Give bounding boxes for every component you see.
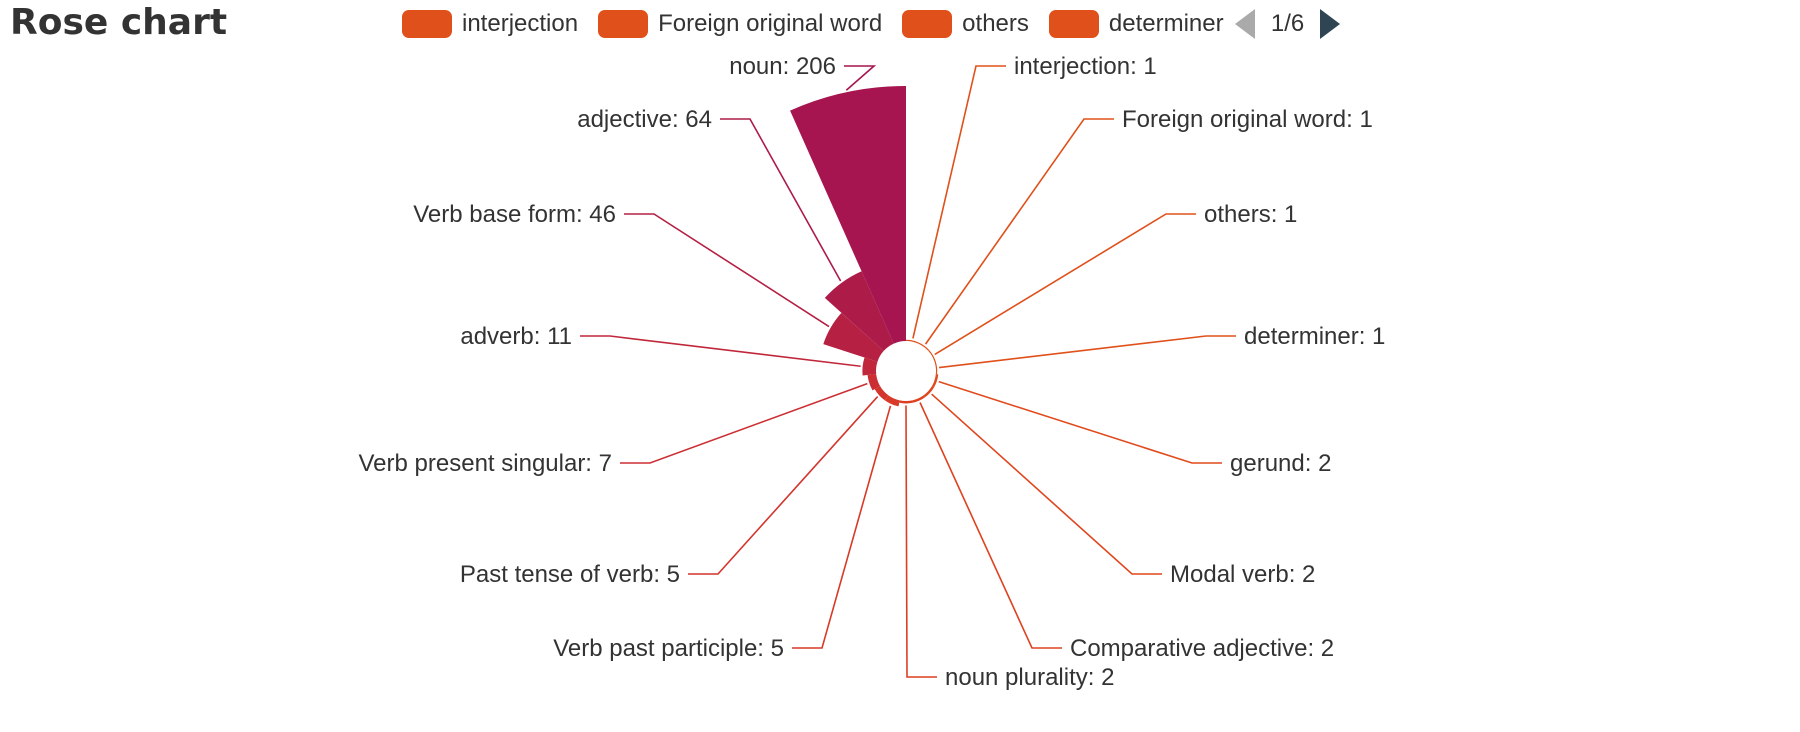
leader-line (912, 65, 1006, 339)
rose-sector[interactable] (899, 400, 913, 404)
leader-line (792, 405, 892, 649)
next-page-icon[interactable] (1320, 9, 1341, 39)
legend-label: others (962, 10, 1029, 37)
data-label: noun plurality: 2 (945, 664, 1114, 691)
rose-sector[interactable] (823, 312, 884, 362)
leader-line (919, 402, 1062, 649)
legend-label: interjection (462, 10, 579, 37)
legend-swatch (902, 10, 953, 38)
leader-line (938, 335, 1236, 369)
data-label: Verb past participle: 5 (553, 635, 784, 662)
legend-label: determiner (1108, 10, 1224, 37)
leader-line (934, 213, 1196, 356)
data-label: Comparative adjective: 2 (1070, 635, 1334, 662)
data-label: determiner: 1 (1244, 323, 1385, 350)
legend-page-indicator: 1/6 (1270, 10, 1305, 37)
chart-title: Rose chart (10, 2, 228, 43)
rose-sector[interactable] (906, 339, 919, 344)
legend-swatch (598, 10, 649, 38)
legend-label: Foreign original word (658, 10, 883, 37)
legend-item-foreign-original-word[interactable]: Foreign original word (598, 10, 882, 38)
legend-swatch (1048, 10, 1099, 38)
leader-line (580, 335, 861, 368)
data-label: gerund: 2 (1230, 450, 1331, 477)
rose-sector[interactable] (928, 350, 936, 362)
leader-line (624, 213, 830, 328)
leader-line (844, 65, 877, 91)
leader-line (620, 382, 868, 464)
leader-line (905, 405, 937, 678)
legend-pager: 1/6 (1234, 9, 1341, 39)
leader-line (720, 118, 842, 282)
data-label: Past tense of verb: 5 (460, 561, 680, 588)
data-label: adverb: 11 (460, 323, 572, 350)
rose-sector[interactable] (923, 386, 935, 398)
rose-sector[interactable] (874, 386, 889, 401)
rose-sector[interactable] (790, 86, 906, 344)
leader-line (938, 380, 1222, 464)
legend-item-others[interactable]: others (902, 10, 1029, 38)
rose-sector[interactable] (824, 271, 894, 351)
data-label: adjective: 64 (577, 106, 712, 133)
data-label: noun: 206 (729, 53, 836, 80)
rose-sector[interactable] (862, 357, 878, 376)
rose-sector[interactable] (934, 361, 938, 375)
rose-sector[interactable] (912, 395, 926, 403)
leader-line (688, 396, 879, 575)
leader-line (924, 118, 1114, 345)
legend: interjection Foreign original word other… (402, 6, 1341, 42)
previous-page-icon[interactable] (1234, 9, 1255, 39)
data-label: others: 1 (1204, 201, 1297, 228)
rose-sector[interactable] (884, 395, 900, 407)
legend-swatch (402, 10, 452, 38)
leader-line (931, 393, 1162, 575)
data-label: Verb present singular: 7 (359, 450, 613, 477)
data-label: Foreign original word: 1 (1122, 106, 1373, 133)
rose-sector[interactable] (931, 374, 939, 388)
rose-sector[interactable] (918, 342, 930, 351)
rose-sector[interactable] (867, 374, 881, 391)
data-label: Modal verb: 2 (1170, 561, 1315, 588)
legend-item-determiner[interactable]: determiner (1048, 10, 1227, 38)
data-label: interjection: 1 (1014, 53, 1157, 80)
legend-item-interjection[interactable]: interjection (402, 10, 578, 38)
data-label: Verb base form: 46 (413, 201, 616, 228)
